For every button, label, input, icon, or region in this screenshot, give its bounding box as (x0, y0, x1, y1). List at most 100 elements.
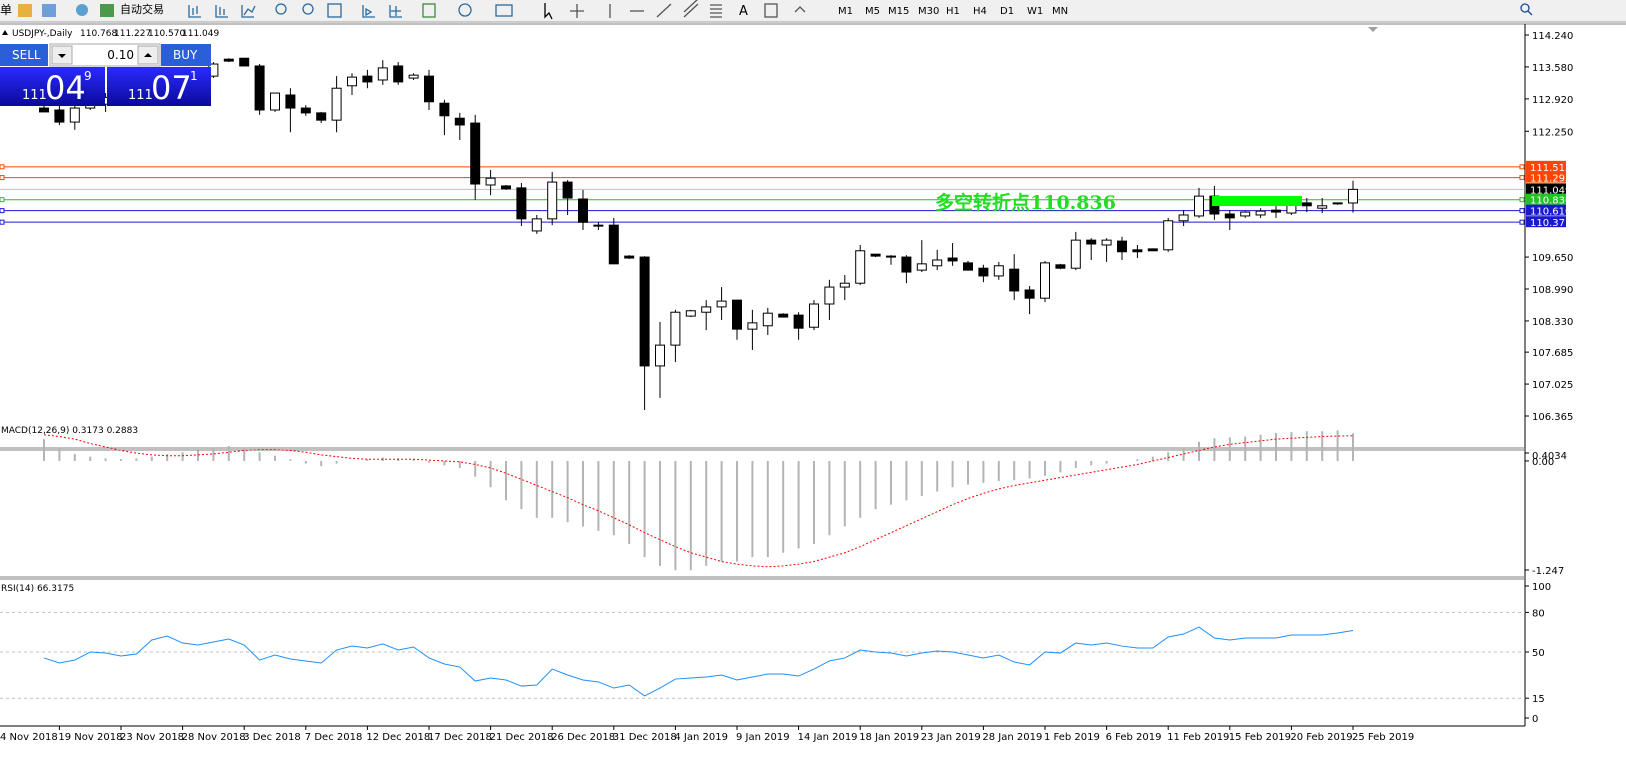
candle-body (1132, 249, 1143, 253)
icon[interactable] (1527, 10, 1533, 16)
icon[interactable] (794, 6, 806, 13)
candle-body (547, 181, 558, 220)
candle-body (39, 107, 49, 113)
highlight-box (1212, 196, 1302, 206)
icon[interactable] (76, 4, 88, 16)
x-tick-label: 26 Dec 2018 (551, 732, 615, 743)
candle-body (69, 107, 80, 123)
shift-marker (1368, 27, 1378, 32)
timeframe-button[interactable]: H1 (946, 6, 960, 17)
timeframe-button[interactable]: MN (1052, 6, 1068, 17)
sell-price-box[interactable] (0, 67, 105, 106)
icon[interactable] (1520, 3, 1530, 13)
candle-body (963, 262, 973, 271)
icon[interactable] (544, 3, 553, 20)
auto-trade[interactable]: 自动交易 (120, 2, 164, 16)
icon[interactable] (302, 3, 314, 15)
y-tick-label: 108.330 (1532, 317, 1573, 328)
sell-label[interactable]: SELL (12, 48, 41, 62)
icon[interactable] (188, 5, 201, 18)
candle-body (670, 311, 681, 346)
toolbar (0, 0, 1626, 22)
timeframe-button[interactable]: W1 (1027, 6, 1043, 17)
icon[interactable] (389, 5, 402, 18)
lot-input[interactable] (49, 43, 161, 67)
icon[interactable] (570, 4, 584, 18)
candle-body (408, 74, 419, 79)
candle-body (285, 94, 296, 109)
icon[interactable]: A (739, 4, 748, 19)
icon[interactable] (215, 5, 228, 18)
candle-body (362, 75, 373, 83)
icon[interactable] (710, 4, 722, 18)
candle-body (485, 177, 496, 186)
icon[interactable] (495, 4, 513, 17)
candle-body (932, 259, 943, 267)
candle-body (316, 112, 327, 121)
timeframe-button[interactable]: M5 (865, 6, 880, 17)
x-tick-label: 23 Jan 2019 (921, 732, 981, 743)
icon[interactable] (656, 3, 672, 18)
candle-body (1117, 240, 1127, 253)
candle-body (747, 322, 758, 330)
level-label: 110.836 (1530, 196, 1571, 207)
timeframe-button[interactable]: M15 (888, 6, 909, 17)
level-handle (1519, 219, 1525, 225)
candle-body (886, 255, 896, 258)
sell-button[interactable] (0, 44, 48, 66)
candle-body (762, 312, 773, 327)
candle-body (393, 65, 404, 83)
candle-body (1240, 211, 1251, 217)
timeframe-button[interactable]: D1 (1000, 6, 1014, 17)
icon[interactable] (764, 3, 778, 18)
buy-button[interactable] (161, 44, 211, 66)
level-label-bg (1526, 160, 1566, 172)
buy-price-box[interactable] (107, 67, 211, 106)
icon[interactable] (42, 4, 56, 17)
candle-body (916, 263, 927, 271)
timeframe-button[interactable]: H4 (973, 6, 987, 17)
icon[interactable] (327, 3, 342, 18)
signal-line (43, 434, 1354, 568)
level-label: 111.515 (1530, 163, 1571, 174)
candle-body (501, 185, 511, 190)
icon[interactable] (422, 3, 436, 18)
icon[interactable] (275, 3, 287, 15)
candle-body (1332, 202, 1343, 205)
icon[interactable] (362, 5, 375, 18)
menu-stub[interactable]: 单 (0, 3, 12, 17)
candle-body (424, 75, 434, 103)
icon[interactable] (241, 5, 256, 18)
level-handle (0, 219, 5, 225)
lot-value[interactable]: 0.10 (107, 48, 134, 62)
y-tick-label: 112.250 (1532, 127, 1573, 138)
ohlc-value: 110.570 (148, 29, 185, 39)
candle-body (562, 181, 573, 199)
y-tick-label: 114.240 (1532, 31, 1573, 42)
x-tick-label: 17 Dec 2018 (428, 732, 492, 743)
buy-label[interactable]: BUY (173, 48, 198, 62)
icon[interactable] (458, 3, 472, 17)
y-tick-label: 107.025 (1532, 380, 1573, 391)
candle-body (1055, 264, 1066, 269)
icon[interactable] (683, 0, 699, 18)
candle-body (855, 250, 866, 284)
candle-body (331, 87, 342, 121)
candle-body (624, 255, 635, 259)
x-tick-label: 28 Nov 2018 (182, 732, 246, 743)
x-tick-label: 3 Dec 2018 (243, 732, 301, 743)
y-tick-label: 0.00 (1532, 457, 1554, 468)
timeframe-button[interactable]: M1 (838, 6, 853, 17)
icon[interactable] (18, 4, 32, 17)
candle-body (439, 102, 450, 117)
price-sup: 1 (190, 69, 198, 83)
candle-body (470, 122, 481, 185)
candle-body (1163, 220, 1174, 251)
icon[interactable] (100, 4, 114, 17)
timeframe-button[interactable]: M30 (918, 6, 939, 17)
x-tick-label: 14 Jan 2019 (798, 732, 858, 743)
price-big: 111 (128, 88, 153, 103)
ohlc-value: 110.768 (80, 29, 117, 39)
candle-body (1271, 209, 1281, 213)
